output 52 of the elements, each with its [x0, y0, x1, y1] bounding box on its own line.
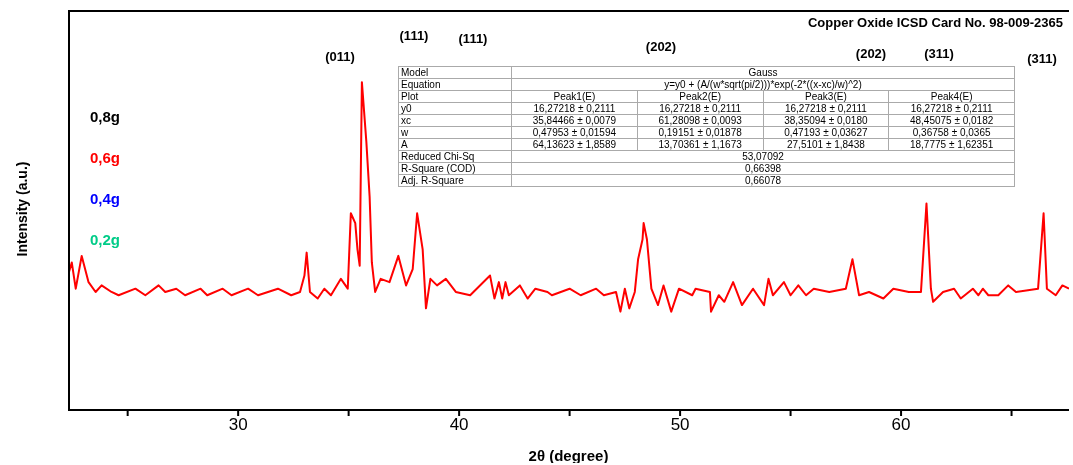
annotation: 61,28098 ± 0,0093: [637, 114, 763, 127]
text: Model: [398, 66, 512, 79]
annotation: 18,7775 ± 1,62351: [888, 138, 1015, 151]
annotation: 16,27218 ± 0,2111: [637, 102, 763, 115]
annotation: R-Square (COD): [398, 162, 512, 175]
text: 0,6g: [90, 149, 121, 166]
annotation: Equation: [398, 78, 512, 91]
annotation: 13,70361 ± 1,1673: [637, 138, 763, 151]
annotation: 53,07092: [511, 150, 1015, 163]
annotation: Reduced Chi-Sq: [398, 150, 512, 163]
annotation: 48,45075 ± 0,0182: [888, 114, 1015, 127]
text: (111): [458, 30, 488, 46]
legend-label: 0,2g: [90, 231, 121, 248]
annotation: 16,27218 ± 0,2111: [511, 102, 638, 115]
annotation: 0,66398: [511, 162, 1015, 175]
text: (202): [855, 45, 887, 61]
annotation: xc: [398, 114, 512, 127]
x-tick-label: 40: [449, 415, 469, 435]
annotation: 16,27218 ± 0,2111: [763, 102, 889, 115]
annotation: Adj. R-Square: [398, 174, 512, 187]
x-tick-label: 50: [670, 415, 690, 435]
x-tick-label: 30: [228, 415, 248, 435]
legend-label: 0,4g: [90, 190, 121, 207]
annotation: Peak4(E): [888, 90, 1015, 103]
y-axis-title: Intensity (a.u.): [14, 161, 30, 257]
annotation: Peak3(E): [763, 90, 889, 103]
text: (111): [399, 27, 429, 43]
annotation: 0,47193 ± 0,03627: [763, 126, 889, 139]
annotation: Peak1(E): [511, 90, 638, 103]
text: (311): [924, 45, 954, 61]
text: Gauss: [511, 66, 1015, 79]
annotation: 0,19151 ± 0,01878: [637, 126, 763, 139]
annotation: A: [398, 138, 512, 151]
text: (311): [1027, 50, 1057, 66]
annotation: 35,84466 ± 0,0079: [511, 114, 638, 127]
annotation: Plot: [398, 90, 512, 103]
annotation: 0,36758 ± 0,0365: [888, 126, 1015, 139]
chart-title: Copper Oxide ICSD Card No. 98-009-2365: [807, 15, 1063, 30]
text: (202): [645, 38, 677, 54]
annotation: 27,5101 ± 1,8438: [763, 138, 889, 151]
annotation: y0: [398, 102, 512, 115]
annotation: 38,35094 ± 0,0180: [763, 114, 889, 127]
annotation: 0,47953 ± 0,01594: [511, 126, 638, 139]
x-tick-label: 60: [891, 415, 911, 435]
annotation: w: [398, 126, 512, 139]
annotation: Peak2(E): [637, 90, 763, 103]
text: (011): [325, 48, 355, 64]
annotation: y=y0 + (A/(w*sqrt(pi/2)))*exp(-2*((x-xc)/w)^2): [511, 78, 1015, 91]
annotation: 16,27218 ± 0,2111: [888, 102, 1015, 115]
legend-label: 0,8g: [90, 108, 121, 125]
annotation: 0,66078: [511, 174, 1015, 187]
annotation: 64,13623 ± 1,8589: [511, 138, 638, 151]
